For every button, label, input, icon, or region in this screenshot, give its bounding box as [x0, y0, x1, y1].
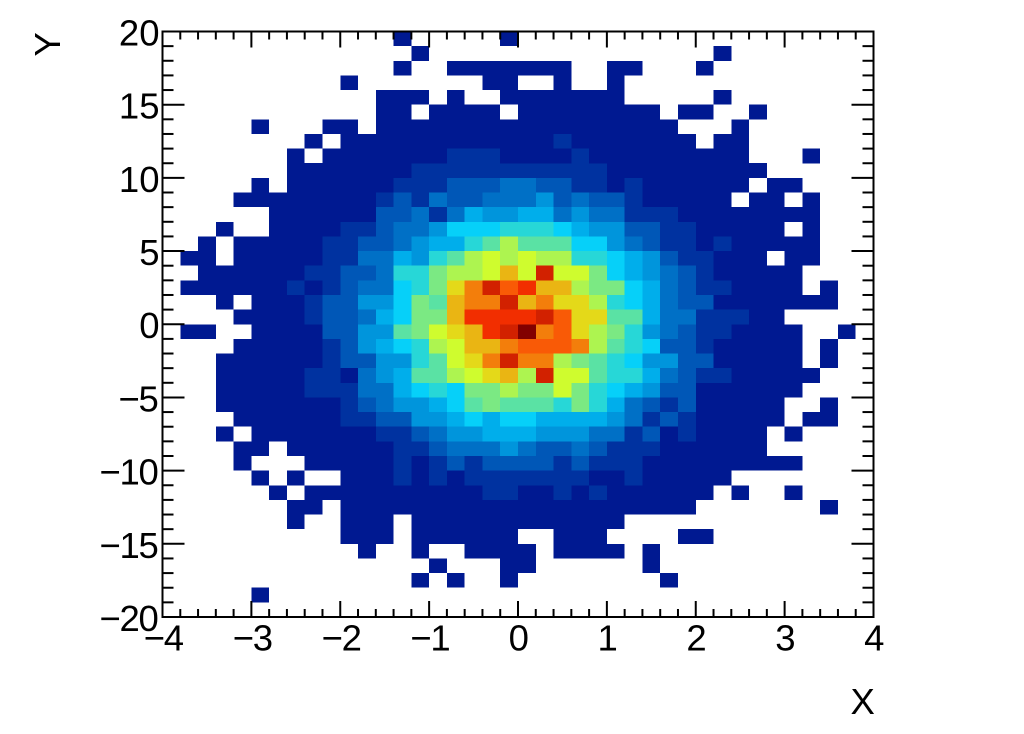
svg-text:−2: −2: [322, 617, 361, 658]
svg-text:0: 0: [139, 305, 159, 346]
svg-text:20: 20: [119, 13, 160, 54]
svg-text:−15: −15: [99, 525, 157, 566]
svg-text:−1: −1: [410, 617, 449, 658]
svg-text:−5: −5: [118, 378, 157, 419]
svg-text:2: 2: [686, 617, 706, 658]
svg-text:5: 5: [139, 232, 159, 273]
svg-text:X: X: [851, 681, 875, 722]
svg-text:0: 0: [509, 617, 529, 658]
svg-text:4: 4: [864, 617, 884, 658]
svg-text:−20: −20: [99, 598, 157, 639]
svg-text:3: 3: [775, 617, 795, 658]
svg-text:−3: −3: [233, 617, 272, 658]
svg-text:15: 15: [119, 86, 160, 127]
svg-text:−10: −10: [99, 452, 157, 493]
svg-text:10: 10: [119, 159, 160, 200]
svg-text:Y: Y: [27, 32, 68, 56]
svg-text:−4: −4: [144, 617, 184, 658]
svg-text:1: 1: [598, 617, 618, 658]
